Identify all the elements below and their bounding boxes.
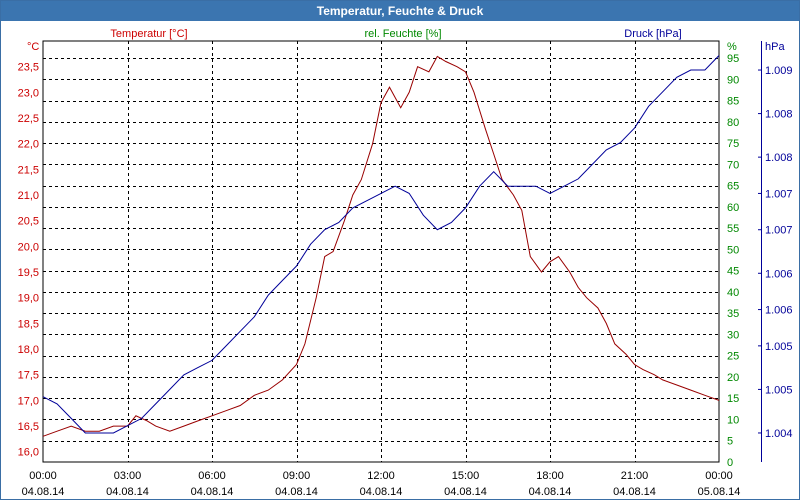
humidity-tick-label: 10 [727,414,739,426]
temperature-tick-label: 22,5 [18,113,39,125]
x-tick-date: 04.08.14 [613,486,656,498]
temperature-tick-label: 17,5 [18,370,39,382]
temperature-tick-label: 22,0 [18,139,39,151]
pressure-tick-label: 1.007 [765,225,793,237]
x-tick-time: 18:00 [536,470,564,482]
humidity-unit: % [727,41,737,53]
humidity-tick-label: 35 [727,308,739,320]
x-tick-time: 15:00 [452,470,480,482]
x-tick-time: 06:00 [198,470,226,482]
pressure-tick-label: 1.005 [765,384,793,396]
temperature-tick-label: 16,0 [18,447,39,459]
temperature-tick-label: 16,5 [18,421,39,433]
humidity-tick-label: 0 [727,457,733,469]
humidity-tick-label: 75 [727,138,739,150]
humidity-tick-label: 50 [727,244,739,256]
series-line-temperature [42,55,720,437]
humidity-tick-label: 80 [727,117,739,129]
pressure-tick-label: 1.006 [765,268,793,280]
pressure-tick-label: 1.007 [765,188,793,200]
humidity-tick-label: 30 [727,329,739,341]
x-tick-time: 21:00 [621,470,649,482]
x-tick-date: 04.08.14 [529,486,572,498]
humidity-tick-label: 65 [727,181,739,193]
x-tick-time: 09:00 [283,470,311,482]
pressure-tick-label: 1.009 [765,65,793,77]
x-tick-date: 04.08.14 [106,486,149,498]
temperature-axis-label: Temperatur [°C] [110,28,187,40]
pressure-tick-label: 1.008 [765,152,793,164]
humidity-tick-label: 85 [727,96,739,108]
humidity-tick-label: 55 [727,223,739,235]
x-tick-time: 12:00 [367,470,395,482]
x-tick-time: 03:00 [114,470,142,482]
x-tick-date: 04.08.14 [444,486,487,498]
temperature-tick-label: 19,5 [18,267,39,279]
humidity-tick-label: 15 [727,393,739,405]
temperature-tick-label: 23,0 [18,87,39,99]
humidity-tick-label: 95 [727,53,739,65]
temperature-unit: °C [27,41,39,53]
temperature-tick-label: 21,5 [18,164,39,176]
pressure-tick-label: 1.006 [765,305,793,317]
x-tick-time: 00:00 [29,470,57,482]
x-tick-date: 04.08.14 [360,486,403,498]
x-tick-date: 05.08.14 [698,486,741,498]
temperature-tick-label: 18,0 [18,344,39,356]
temperature-tick-label: 21,0 [18,190,39,202]
humidity-axis-label: rel. Feuchte [%] [364,28,441,40]
humidity-tick-label: 25 [727,351,739,363]
x-tick-date: 04.08.14 [275,486,318,498]
humidity-tick-label: 90 [727,74,739,86]
humidity-tick-label: 5 [727,436,733,448]
pressure-unit: hPa [765,41,785,53]
temperature-tick-label: 23,5 [18,62,39,74]
pressure-tick-label: 1.008 [765,109,793,121]
temperature-tick-label: 20,0 [18,241,39,253]
humidity-tick-label: 70 [727,159,739,171]
pressure-tick-label: 1.005 [765,341,793,353]
temperature-tick-label: 18,5 [18,318,39,330]
humidity-tick-label: 40 [727,287,739,299]
humidity-tick-label: 60 [727,202,739,214]
pressure-axis-label: Druck [hPa] [624,28,681,40]
pressure-tick-label: 1.004 [765,428,793,440]
temperature-tick-label: 20,5 [18,216,39,228]
temperature-tick-label: 19,0 [18,293,39,305]
humidity-tick-label: 20 [727,372,739,384]
series-line-pressure [42,55,720,434]
x-tick-date: 04.08.14 [22,486,65,498]
x-tick-date: 04.08.14 [191,486,234,498]
temperature-tick-label: 17,0 [18,395,39,407]
x-tick-time: 00:00 [705,470,733,482]
window-title: Temperatur, Feuchte & Druck [1,1,799,21]
humidity-tick-label: 45 [727,266,739,278]
